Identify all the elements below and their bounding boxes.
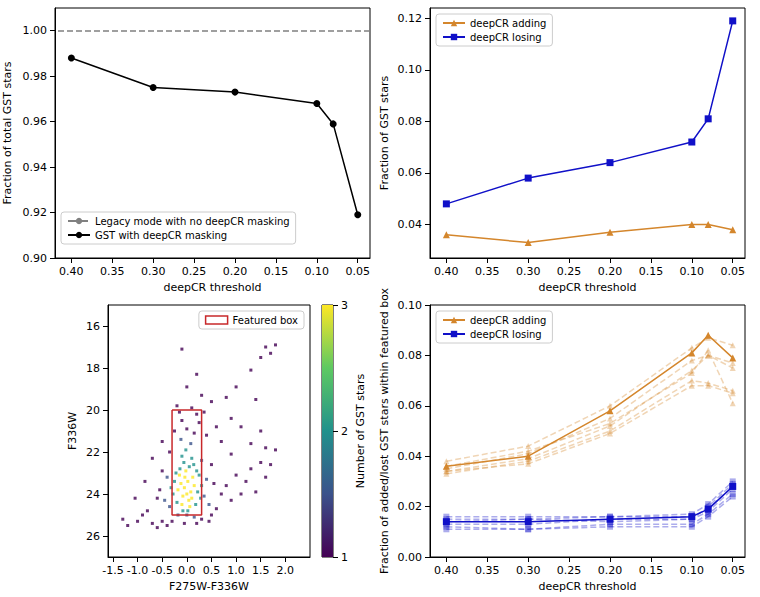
svg-text:deepCR threshold: deepCR threshold <box>538 281 636 294</box>
svg-text:0.40: 0.40 <box>434 265 459 278</box>
svg-text:0.04: 0.04 <box>398 450 423 463</box>
svg-text:0.05: 0.05 <box>345 265 370 278</box>
svg-text:0.40: 0.40 <box>59 265 84 278</box>
svg-text:26: 26 <box>86 530 100 543</box>
svg-text:Legacy mode with no deepCR mas: Legacy mode with no deepCR masking <box>95 216 290 227</box>
svg-text:-1.0: -1.0 <box>127 564 148 577</box>
svg-text:0.96: 0.96 <box>23 115 48 128</box>
svg-text:20: 20 <box>86 404 100 417</box>
svg-text:0.35: 0.35 <box>100 265 125 278</box>
svg-text:F336W: F336W <box>66 412 79 450</box>
svg-text:0.25: 0.25 <box>182 265 207 278</box>
svg-text:0.04: 0.04 <box>398 218 423 231</box>
svg-text:0.20: 0.20 <box>598 265 623 278</box>
svg-text:2.0: 2.0 <box>277 564 295 577</box>
svg-text:0.10: 0.10 <box>305 265 330 278</box>
svg-text:0.10: 0.10 <box>680 564 705 577</box>
svg-text:1.5: 1.5 <box>252 564 270 577</box>
svg-text:0.12: 0.12 <box>398 12 423 25</box>
svg-text:0.08: 0.08 <box>398 115 423 128</box>
svg-text:Number of GST stars: Number of GST stars <box>354 373 367 488</box>
svg-text:3: 3 <box>341 299 348 312</box>
svg-text:0.00: 0.00 <box>398 551 423 564</box>
svg-text:deepCR adding: deepCR adding <box>470 315 546 326</box>
svg-text:0.06: 0.06 <box>398 166 423 179</box>
svg-text:0.10: 0.10 <box>398 299 423 312</box>
svg-text:0.06: 0.06 <box>398 399 423 412</box>
svg-text:0.15: 0.15 <box>264 265 289 278</box>
svg-text:0.10: 0.10 <box>680 265 705 278</box>
svg-text:0.98: 0.98 <box>23 70 48 83</box>
svg-text:24: 24 <box>86 488 100 501</box>
svg-text:-0.5: -0.5 <box>151 564 172 577</box>
svg-text:0.10: 0.10 <box>398 63 423 76</box>
svg-text:0.92: 0.92 <box>23 206 48 219</box>
svg-text:0.35: 0.35 <box>475 564 500 577</box>
svg-text:0.30: 0.30 <box>141 265 166 278</box>
svg-text:2: 2 <box>341 425 348 438</box>
svg-text:1: 1 <box>341 551 348 564</box>
svg-text:1.00: 1.00 <box>23 24 48 37</box>
svg-text:deepCR threshold: deepCR threshold <box>163 281 261 294</box>
svg-text:0.05: 0.05 <box>720 265 745 278</box>
svg-text:0.90: 0.90 <box>23 252 48 265</box>
svg-text:22: 22 <box>86 446 100 459</box>
svg-text:F275W-F336W: F275W-F336W <box>169 580 249 593</box>
svg-text:deepCR threshold: deepCR threshold <box>538 580 636 593</box>
svg-text:0.08: 0.08 <box>398 349 423 362</box>
svg-text:0.05: 0.05 <box>720 564 745 577</box>
svg-text:0.15: 0.15 <box>639 265 664 278</box>
svg-text:18: 18 <box>86 362 100 375</box>
svg-text:deepCR losing: deepCR losing <box>470 32 542 43</box>
svg-text:0.15: 0.15 <box>639 564 664 577</box>
svg-text:0.25: 0.25 <box>557 265 582 278</box>
svg-text:0.35: 0.35 <box>475 265 500 278</box>
svg-text:0.02: 0.02 <box>398 500 423 513</box>
svg-text:Fraction of GST stars: Fraction of GST stars <box>378 76 391 191</box>
svg-text:Fraction of total GST stars: Fraction of total GST stars <box>1 61 14 204</box>
svg-text:deepCR adding: deepCR adding <box>470 18 546 29</box>
svg-text:-1.5: -1.5 <box>102 564 123 577</box>
svg-text:Featured box: Featured box <box>233 315 298 326</box>
svg-text:1.0: 1.0 <box>227 564 245 577</box>
svg-text:0.0: 0.0 <box>178 564 196 577</box>
svg-text:0.40: 0.40 <box>434 564 459 577</box>
svg-text:Fraction of added/lost GST sta: Fraction of added/lost GST stars within … <box>378 287 391 574</box>
svg-text:GST with deepCR masking: GST with deepCR masking <box>95 230 227 241</box>
svg-text:0.20: 0.20 <box>598 564 623 577</box>
svg-text:16: 16 <box>86 320 100 333</box>
svg-text:0.94: 0.94 <box>23 161 48 174</box>
svg-text:0.5: 0.5 <box>203 564 221 577</box>
svg-text:0.30: 0.30 <box>516 564 541 577</box>
svg-text:deepCR losing: deepCR losing <box>470 329 542 340</box>
svg-text:0.30: 0.30 <box>516 265 541 278</box>
svg-text:0.25: 0.25 <box>557 564 582 577</box>
svg-text:0.20: 0.20 <box>223 265 248 278</box>
